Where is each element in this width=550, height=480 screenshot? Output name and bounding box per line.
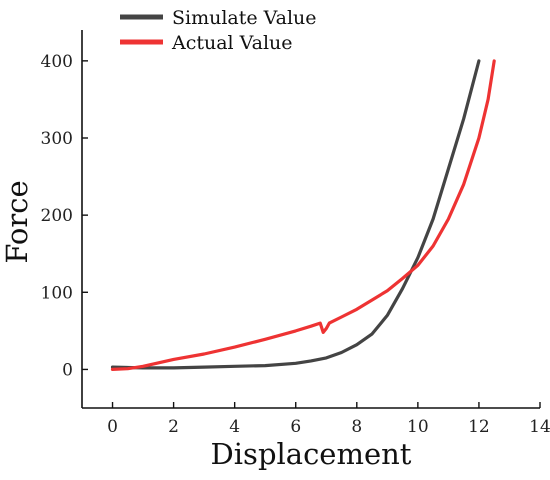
x-tick-label: 14: [529, 417, 550, 437]
x-tick-label: 4: [229, 417, 240, 437]
x-tick-label: 2: [168, 417, 179, 437]
legend: Simulate Value Actual Value: [120, 7, 317, 54]
x-tick-label: 8: [351, 417, 362, 437]
x-tick-label: 12: [468, 417, 490, 437]
x-tick-label: 0: [107, 417, 118, 437]
y-tick-label: 300: [41, 129, 73, 149]
y-tick-label: 200: [41, 206, 73, 226]
x-tick-label: 6: [290, 417, 301, 437]
y-tick-label: 100: [41, 283, 73, 303]
y-tick-label: 400: [41, 52, 73, 72]
legend-label-actual: Actual Value: [171, 32, 293, 54]
x-ticks: 0 2 4 6 8 10 12 14: [107, 402, 550, 437]
y-tick-label: 0: [62, 360, 73, 380]
series-lines: [110, 59, 496, 371]
y-axis-title: Force: [0, 180, 34, 263]
legend-label-simulate: Simulate Value: [172, 7, 317, 29]
series-line-simulate: [110, 59, 481, 370]
x-tick-label: 10: [407, 417, 429, 437]
x-axis-title: Displacement: [211, 437, 412, 471]
series-line-actual: [110, 59, 496, 371]
axes-frame: [81, 30, 540, 409]
y-ticks: 0 100 200 300 400: [41, 52, 88, 380]
